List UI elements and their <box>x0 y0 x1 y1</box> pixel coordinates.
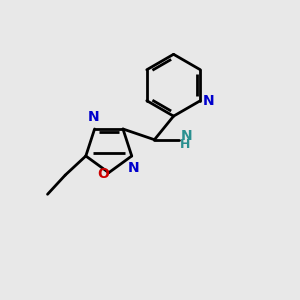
Text: N: N <box>180 129 192 143</box>
Text: N: N <box>203 94 214 108</box>
Text: H: H <box>180 138 191 151</box>
Text: N: N <box>87 110 99 124</box>
Text: O: O <box>98 167 110 181</box>
Text: N: N <box>128 161 139 175</box>
